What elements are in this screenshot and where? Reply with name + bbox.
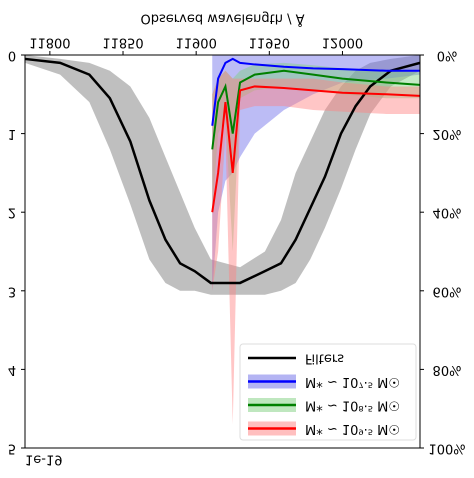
- legend-label: M* ~ 10⁷·⁵ M☉: [305, 374, 400, 389]
- x-tick-label: 11900: [175, 35, 216, 50]
- line: [211, 85, 421, 213]
- legend: [239, 343, 417, 441]
- y-tick-label: 3: [8, 283, 16, 298]
- y2-tick-label: 0%: [437, 48, 458, 63]
- x-tick-label: 11800: [29, 35, 70, 50]
- y-tick-label: 2: [8, 205, 16, 220]
- y2-tick-label: 100%: [428, 441, 465, 456]
- x-axis-label: Observed wavelength / Å: [141, 11, 305, 27]
- band: [25, 55, 420, 295]
- y-offset-label: 1e-19: [25, 452, 63, 467]
- legend-box: [239, 343, 417, 441]
- x-tick-label: 12000: [322, 35, 363, 50]
- legend-label: M* ~ 10⁹·⁵ M☉: [305, 421, 400, 436]
- y-tick-label: 4: [8, 362, 16, 377]
- x-tick-label: 11850: [102, 35, 143, 50]
- x-tick-label: 11950: [249, 35, 290, 50]
- band: [212, 70, 420, 425]
- y2-tick-label: 40%: [433, 205, 462, 220]
- line: [211, 69, 421, 150]
- band: [212, 55, 420, 291]
- plot-frame: [24, 54, 421, 449]
- legend-label: Filters: [305, 351, 344, 366]
- y2-tick-label: 80%: [433, 362, 462, 377]
- y2-tick-label: 20%: [433, 126, 462, 141]
- legend-label: M* ~ 10⁸·⁵ M☉: [305, 398, 400, 413]
- line: [24, 57, 421, 285]
- band: [212, 62, 420, 252]
- line: [211, 57, 420, 126]
- y2-tick-label: 60%: [433, 283, 462, 298]
- y-tick-label: 5: [8, 441, 16, 456]
- y-tick-label: 0: [8, 48, 16, 63]
- y-tick-label: 1: [8, 126, 16, 141]
